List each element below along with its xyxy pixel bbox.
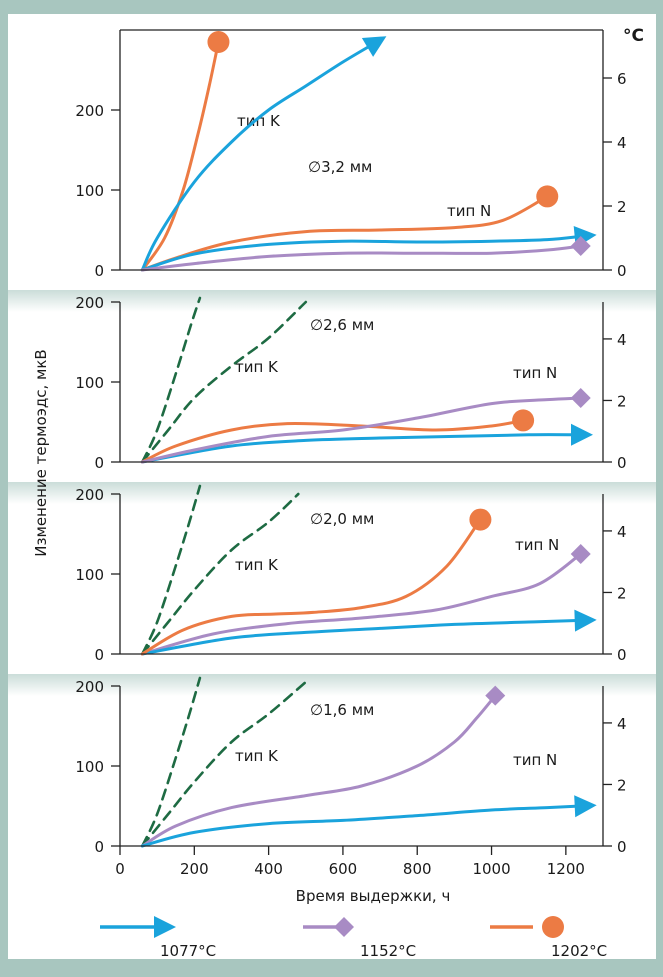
panel-4: 0 100 200 0 2 4 ∅1,6 мм тип K тип N xyxy=(8,674,656,856)
y-tick-label: 0 xyxy=(94,454,104,472)
series-end-marker xyxy=(570,388,591,408)
series-line xyxy=(141,492,300,656)
legend-label: 1077°C xyxy=(160,942,216,960)
diameter-label: ∅1,6 мм xyxy=(310,701,374,719)
series-line xyxy=(141,296,202,464)
series-line xyxy=(140,40,220,272)
y-tick-label: 200 xyxy=(75,678,104,696)
right-tick-label: 4 xyxy=(617,134,627,152)
right-tick-label: 0 xyxy=(617,262,627,280)
legend-marker xyxy=(154,916,176,938)
y-tick-label: 0 xyxy=(94,838,104,856)
legend: 1077°C 1152°C 1202°C xyxy=(100,916,607,960)
right-tick-label: 4 xyxy=(617,715,627,733)
y-tick-label: 100 xyxy=(75,374,104,392)
x-tick-label: 0 xyxy=(115,860,125,878)
panel-2: 0 100 200 0 2 4 ∅2,6 мм тип K тип N xyxy=(8,290,656,472)
diameter-label: ∅2,0 мм xyxy=(310,510,374,528)
diameter-label: ∅2,6 мм xyxy=(310,316,374,334)
panel-separator xyxy=(8,674,656,696)
series-line xyxy=(140,552,583,656)
diameter-label: ∅3,2 мм xyxy=(308,158,372,176)
series-end-marker xyxy=(485,685,506,706)
y-tick-label: 200 xyxy=(75,102,104,120)
y-tick-label: 0 xyxy=(94,262,104,280)
type-k-label: тип K xyxy=(235,747,279,765)
x-tick-label: 1000 xyxy=(472,860,510,878)
right-axis-unit: °C xyxy=(623,26,644,46)
series-line xyxy=(140,42,375,272)
panel-3: 0 100 200 0 2 4 ∅2,0 мм тип K тип N xyxy=(8,482,656,664)
x-tick-label: 200 xyxy=(180,860,209,878)
series-line xyxy=(141,300,308,464)
series-end-marker xyxy=(512,409,535,432)
series-line xyxy=(141,680,308,848)
series-line xyxy=(141,676,202,848)
y-tick-label: 0 xyxy=(94,646,104,664)
series-line xyxy=(140,418,525,464)
series-end-marker xyxy=(574,609,597,632)
type-n-label: тип N xyxy=(513,364,557,382)
right-tick-label: 0 xyxy=(617,646,627,664)
type-k-label: тип K xyxy=(235,556,279,574)
panel-1: 0 100 200 0 2 4 6 ∅3,2 мм тип K тип N xyxy=(75,29,627,280)
legend-marker xyxy=(542,916,564,938)
y-tick-label: 100 xyxy=(75,182,104,200)
right-tick-label: 4 xyxy=(617,331,627,349)
series-end-marker xyxy=(574,795,597,818)
type-n-label: тип N xyxy=(447,202,491,220)
y-tick-label: 100 xyxy=(75,758,104,776)
x-tick-label: 600 xyxy=(329,860,358,878)
series-end-marker xyxy=(536,185,559,208)
type-n-label: тип N xyxy=(515,536,559,554)
type-n-label: тип N xyxy=(513,751,557,769)
y-tick-label: 200 xyxy=(75,486,104,504)
legend-marker xyxy=(334,917,354,937)
series-line xyxy=(141,484,202,656)
right-tick-label: 6 xyxy=(617,70,627,88)
y-axis-label: Изменение термоэдс, мкВ xyxy=(32,349,50,556)
series-line xyxy=(140,234,583,272)
series-line xyxy=(140,618,583,656)
y-tick-label: 100 xyxy=(75,566,104,584)
series-end-marker xyxy=(361,36,387,57)
series-end-marker xyxy=(570,423,593,446)
right-tick-label: 0 xyxy=(617,838,627,856)
series-end-marker xyxy=(207,31,230,53)
series-line xyxy=(140,244,583,272)
series-end-marker xyxy=(469,508,492,531)
series-line xyxy=(140,396,583,464)
series-line xyxy=(140,518,482,656)
series-end-marker xyxy=(570,236,591,256)
type-k-label: тип K xyxy=(235,358,279,376)
series-end-marker xyxy=(570,544,591,564)
right-tick-label: 2 xyxy=(617,198,627,216)
right-tick-label: 2 xyxy=(617,584,627,602)
y-tick-label: 200 xyxy=(75,294,104,312)
right-tick-label: 0 xyxy=(617,454,627,472)
x-tick-label: 1200 xyxy=(547,860,585,878)
right-tick-label: 4 xyxy=(617,523,627,541)
series-line xyxy=(140,694,497,848)
x-axis-label: Время выдержки, ч xyxy=(296,887,451,905)
x-tick-label: 400 xyxy=(254,860,283,878)
series-line xyxy=(140,433,579,464)
x-tick-label: 800 xyxy=(403,860,432,878)
legend-label: 1152°C xyxy=(360,942,416,960)
series-line xyxy=(140,804,583,848)
right-tick-label: 2 xyxy=(617,392,627,410)
legend-label: 1202°C xyxy=(551,942,607,960)
right-tick-label: 2 xyxy=(617,776,627,794)
panel-separator xyxy=(8,482,656,504)
type-k-label: тип K xyxy=(237,112,281,130)
panel-separator xyxy=(8,290,656,312)
